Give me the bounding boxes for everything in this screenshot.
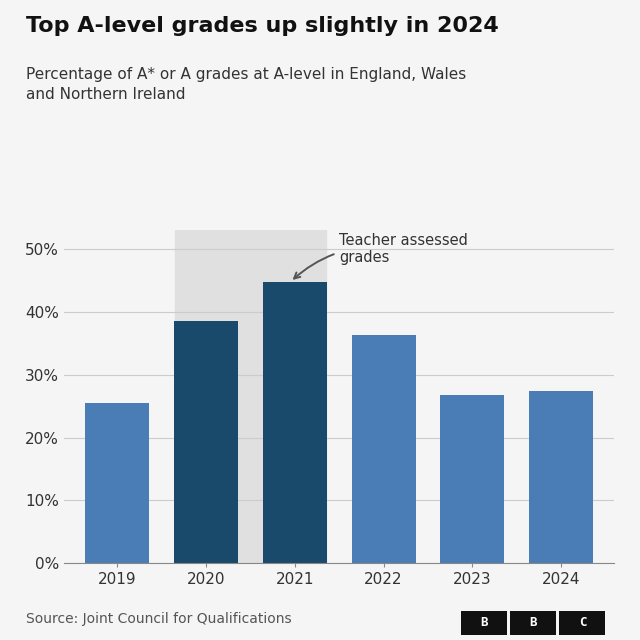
Text: B: B <box>480 616 488 629</box>
Text: C: C <box>579 616 586 629</box>
Bar <box>263 282 327 563</box>
Text: B: B <box>529 616 537 629</box>
Bar <box>529 390 593 563</box>
Text: Top A-level grades up slightly in 2024: Top A-level grades up slightly in 2024 <box>26 16 499 36</box>
Text: Source: Joint Council for Qualifications: Source: Joint Council for Qualifications <box>26 612 291 626</box>
Bar <box>351 335 415 563</box>
Bar <box>175 230 326 563</box>
Text: Percentage of A* or A grades at A-level in England, Wales
and Northern Ireland: Percentage of A* or A grades at A-level … <box>26 67 466 102</box>
Text: Teacher assessed
grades: Teacher assessed grades <box>294 232 468 278</box>
Bar <box>440 395 504 563</box>
Bar <box>174 321 238 563</box>
Bar <box>85 403 149 563</box>
